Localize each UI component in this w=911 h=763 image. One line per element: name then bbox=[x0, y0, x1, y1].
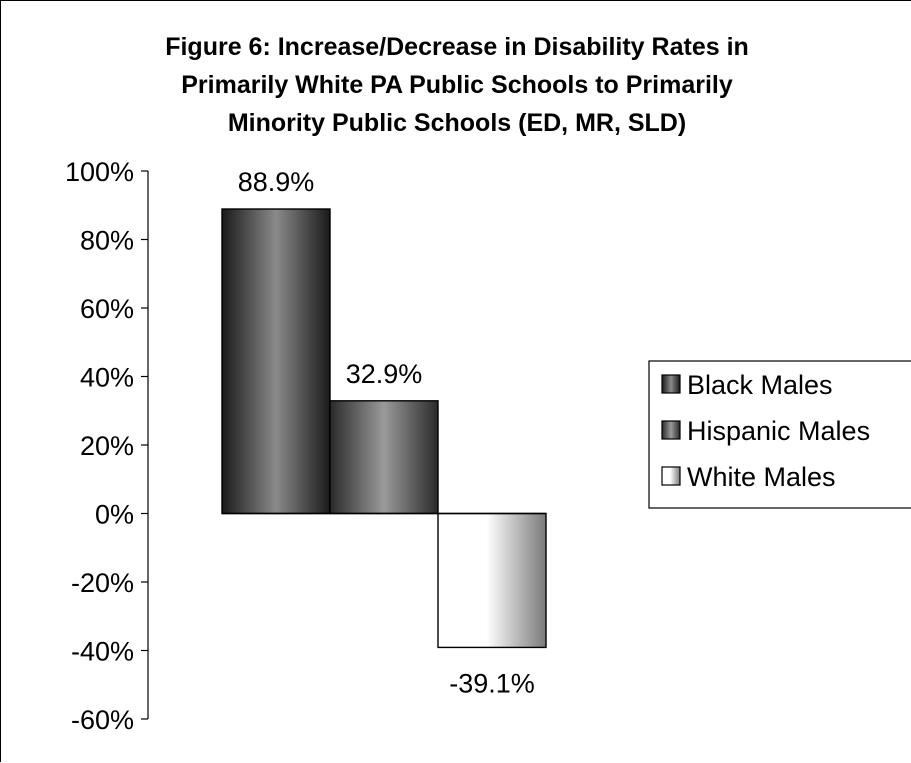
y-tick-label: 80% bbox=[80, 226, 134, 256]
y-tick-label: 0% bbox=[95, 500, 134, 530]
legend-label: Black Males bbox=[687, 370, 833, 400]
legend-box bbox=[648, 360, 911, 509]
legend: Black Males Hispanic Males White Males bbox=[648, 360, 911, 509]
y-tick-label: -60% bbox=[71, 705, 134, 735]
data-label: 88.9% bbox=[238, 167, 315, 197]
y-tick-label: 20% bbox=[80, 431, 134, 461]
y-tick-label: 40% bbox=[80, 363, 134, 393]
bar-hispanic-males bbox=[329, 400, 439, 515]
y-axis-ticks: 100% 80% 60% 40% 20% 0% -20% -40% -60% bbox=[65, 157, 148, 735]
bar-white-males bbox=[437, 512, 547, 649]
data-labels: 88.9% 32.9% -39.1% bbox=[238, 167, 535, 698]
legend-swatch bbox=[661, 466, 681, 486]
bars bbox=[221, 208, 547, 649]
legend-swatch bbox=[661, 420, 681, 440]
chart-title: Figure 6: Increase/Decrease in Disabilit… bbox=[165, 33, 749, 137]
y-tick-label: -20% bbox=[71, 568, 134, 598]
bar-black-males bbox=[221, 208, 331, 515]
data-label: 32.9% bbox=[346, 359, 423, 389]
legend-label: White Males bbox=[687, 462, 836, 492]
y-tick-label: -40% bbox=[71, 637, 134, 667]
y-tick-label: 100% bbox=[65, 157, 134, 187]
chart-title-line-1: Figure 6: Increase/Decrease in Disabilit… bbox=[165, 33, 749, 61]
chart-title-line-2: Primarily White PA Public Schools to Pri… bbox=[181, 71, 733, 99]
y-tick-label: 60% bbox=[80, 294, 134, 324]
legend-swatch bbox=[661, 374, 681, 394]
data-label: -39.1% bbox=[449, 668, 535, 698]
legend-label: Hispanic Males bbox=[687, 416, 870, 446]
chart-title-line-3: Minority Public Schools (ED, MR, SLD) bbox=[228, 109, 686, 137]
